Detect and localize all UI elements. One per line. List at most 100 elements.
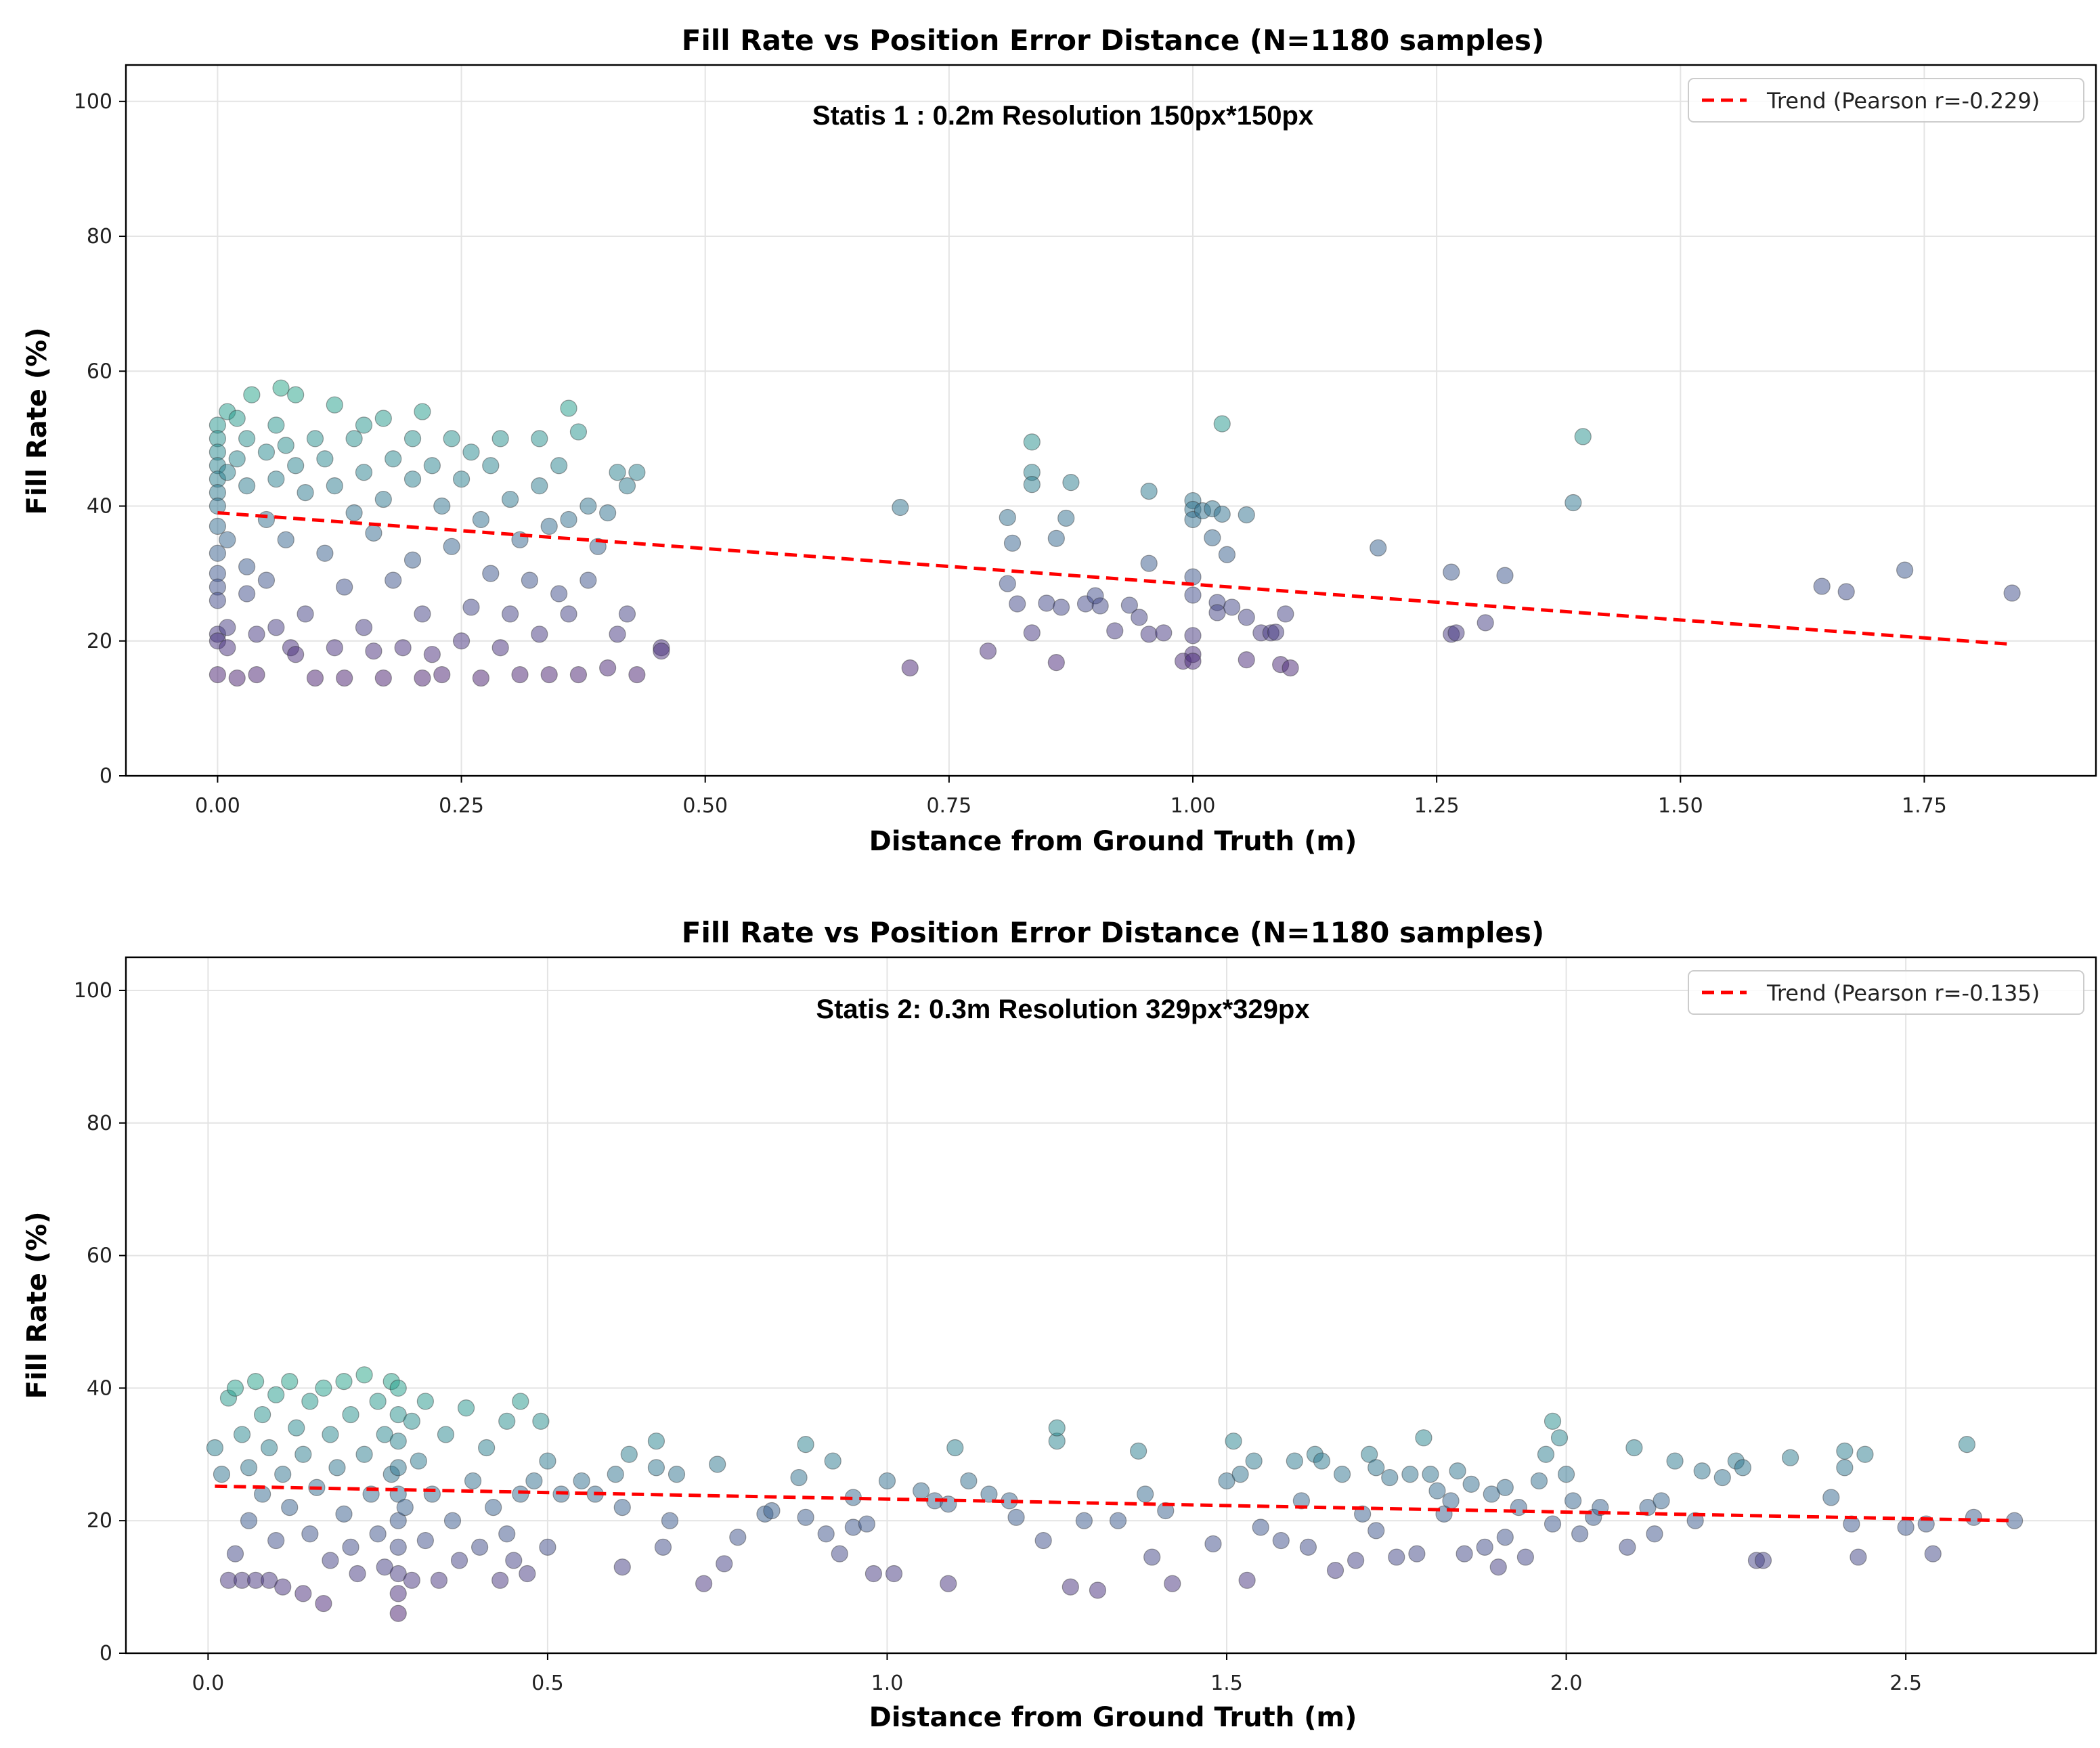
data-point [1544,1412,1562,1430]
data-point [403,1412,420,1430]
axes-frame [125,956,2097,1655]
data-point [389,1433,407,1450]
data-point [1238,609,1255,626]
data-point [472,669,489,687]
data-point [1120,596,1138,614]
data-point [1408,1545,1426,1563]
data-point [316,450,334,468]
data-point [1062,1578,1079,1596]
data-point [316,544,334,562]
legend: Trend (Pearson r=-0.135) [1688,970,2084,1015]
y-tick-label: 60 [87,359,112,383]
data-point [946,1439,964,1457]
data-point [389,1512,407,1529]
chart-annotation: Statis 2: 0.3m Resolution 329px*329px [816,995,1309,1024]
data-point [1333,1466,1351,1483]
data-point [1713,1468,1731,1487]
data-point [512,1393,529,1410]
data-point [328,1459,346,1477]
data-point [423,646,441,663]
legend-label: Trend (Pearson r=-0.135) [1766,980,2040,1006]
data-point [498,1412,516,1430]
data-point [1204,529,1221,546]
data-point [238,477,256,495]
y-tick-label: 0 [100,764,112,788]
data-point [410,1452,427,1470]
x-tick-label: 0.00 [195,794,240,818]
data-point [1057,509,1075,527]
legend-box [1688,78,2084,123]
data-point [1361,1445,1378,1463]
data-point [1422,1466,1439,1483]
data-point [369,1525,387,1543]
data-point [485,1499,502,1516]
data-point [609,464,626,481]
data-point [1415,1429,1432,1447]
y-tick-label: 40 [87,495,112,519]
data-point [267,1531,285,1550]
data-point [1184,653,1202,670]
data-point [579,497,597,515]
data-point [355,619,373,636]
data-point [1048,1419,1066,1437]
data-point [1213,415,1231,433]
data-point [1023,624,1041,642]
x-axis-label: Distance from Ground Truth (m) [869,826,1357,857]
data-point [355,416,373,434]
data-point [326,639,343,657]
data-point [267,471,285,488]
data-point [452,632,471,650]
data-point [355,1445,373,1463]
data-point [457,1399,475,1417]
data-point [525,1472,543,1490]
data-point [501,490,519,508]
data-point [1646,1525,1663,1543]
data-point [462,598,480,616]
data-point [979,642,997,660]
data-point [1184,627,1202,644]
data-point [342,1538,359,1556]
data-point [1565,1492,1582,1510]
data-point [1476,1538,1493,1556]
data-point [240,1459,258,1477]
grid [126,65,2096,777]
data-point [396,1499,414,1516]
data-point [539,1452,556,1470]
axes-frame [125,64,2097,777]
data-point [628,464,646,481]
data-point [824,1452,841,1470]
data-point [573,1472,590,1490]
data-point [1238,651,1255,669]
data-point [1574,428,1592,445]
data-point [326,477,343,495]
x-tick-label: 0.75 [926,794,971,818]
data-point [1143,1548,1161,1566]
data-point [472,510,489,529]
data-point [1401,1466,1419,1483]
data-point [540,517,558,536]
data-point [1619,1538,1636,1556]
data-point [267,619,285,636]
data-point [228,669,246,687]
data-point [653,642,670,660]
data-point [1155,624,1173,642]
data-point [913,1482,930,1500]
data-point [297,605,314,623]
data-point [1292,1492,1310,1510]
data-point [940,1575,957,1592]
data-point [238,430,256,447]
x-tick-label: 1.75 [1902,794,1947,818]
data-point [1223,598,1241,616]
data-point [569,423,588,441]
data-point [443,538,460,555]
data-point [599,659,617,677]
data-point [376,1426,393,1443]
y-tick-label: 100 [74,90,112,114]
data-point [1447,624,1465,642]
data-point [1625,1439,1643,1457]
data-point [647,1433,665,1450]
data-point [1034,1531,1052,1550]
data-point [315,1379,332,1397]
data-point [1238,506,1255,524]
data-point [1354,1505,1372,1523]
